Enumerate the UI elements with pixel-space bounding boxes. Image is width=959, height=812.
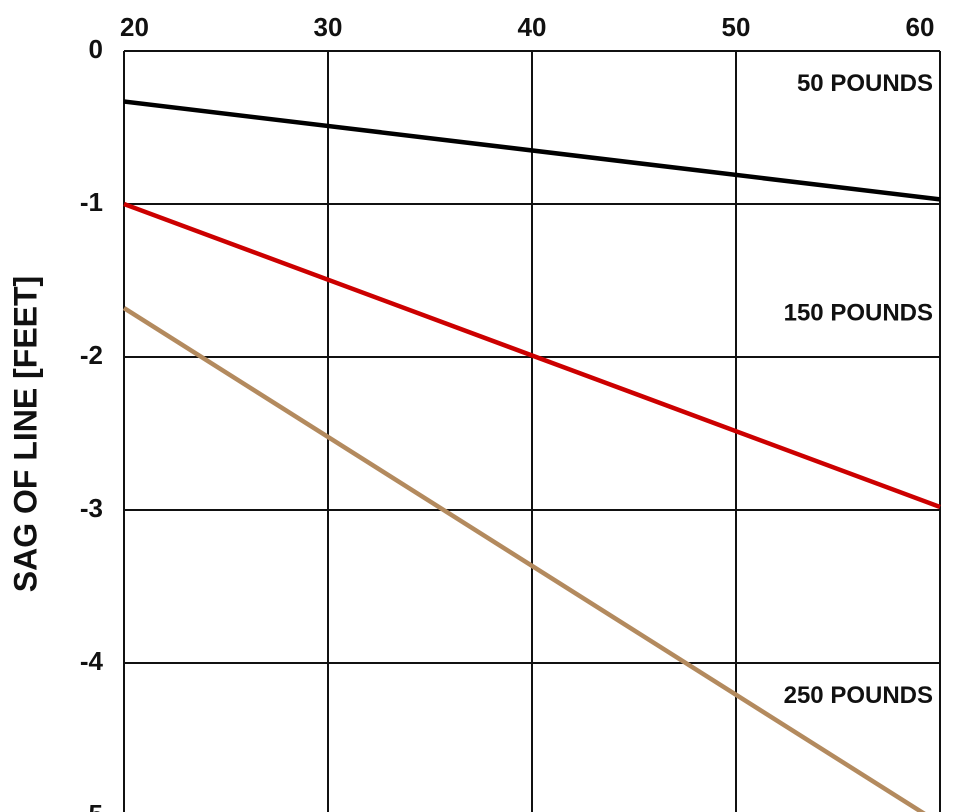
series-line xyxy=(122,306,926,812)
x-tick-label: 50 xyxy=(722,12,751,42)
y-axis-title: SAG OF LINE [FEET] xyxy=(7,276,43,592)
x-tick-label: 20 xyxy=(120,12,149,42)
series-label: 50 POUNDS xyxy=(797,70,933,97)
y-tick-label: 0 xyxy=(89,34,103,64)
series-line xyxy=(123,99,941,202)
x-tick-label: 40 xyxy=(518,12,547,42)
series-line xyxy=(123,201,941,510)
y-tick-label: -5 xyxy=(80,799,103,812)
series-label: 250 POUNDS xyxy=(784,682,933,709)
x-tick-label: 30 xyxy=(314,12,343,42)
grid xyxy=(123,50,941,812)
x-axis-ticks: 20 30 40 50 60 xyxy=(120,12,934,42)
series-lines xyxy=(122,99,941,812)
x-tick-label: 60 xyxy=(906,12,935,42)
y-tick-label: -3 xyxy=(80,493,103,523)
y-tick-label: -2 xyxy=(80,340,103,370)
series-labels: 50 POUNDS 150 POUNDS 250 POUNDS xyxy=(784,70,933,709)
y-axis-ticks: 0 -1 -2 -3 -4 -5 xyxy=(80,34,104,812)
series-label: 150 POUNDS xyxy=(784,299,933,326)
y-tick-label: -1 xyxy=(80,187,103,217)
y-tick-label: -4 xyxy=(80,646,104,676)
